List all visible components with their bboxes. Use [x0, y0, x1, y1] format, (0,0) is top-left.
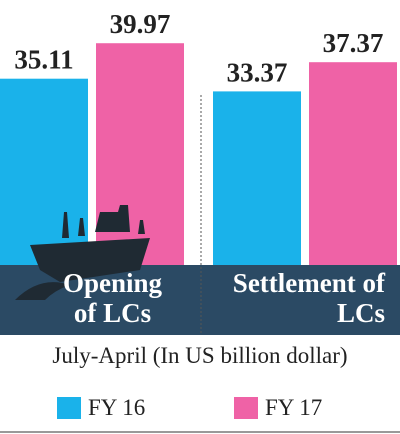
value-label: 39.97: [110, 9, 171, 39]
ship-cabin: [95, 205, 130, 232]
legend-label: FY 17: [265, 395, 323, 420]
ship-wave: [15, 282, 70, 300]
subtitle: July-April (In US billion dollar): [52, 343, 348, 368]
legend-swatch: [57, 397, 81, 419]
ship-illustration: [15, 205, 150, 300]
legend-label: FY 16: [88, 395, 146, 420]
category-label: Opening of LCs: [62, 268, 163, 328]
ship-hull: [30, 238, 150, 282]
ship-crane: [62, 212, 145, 238]
legend-swatch: [234, 397, 258, 419]
category-label: Settlement of LCs: [232, 268, 385, 328]
value-label: 33.37: [227, 57, 288, 87]
legend-item: FY 16: [57, 395, 145, 421]
value-label: 35.11: [14, 45, 73, 75]
legend-item: FY 17: [234, 395, 322, 421]
value-label: 37.37: [323, 28, 384, 58]
